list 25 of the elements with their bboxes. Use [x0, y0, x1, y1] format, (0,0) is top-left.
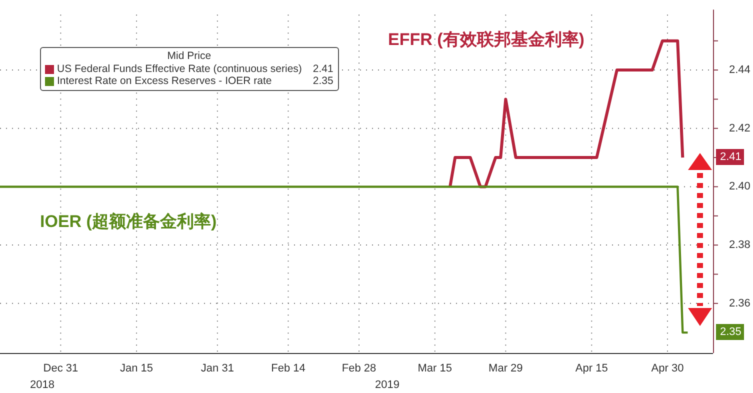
- y-tick-label: 2.36: [729, 297, 750, 310]
- y-tick-label: 2.42: [729, 122, 750, 134]
- x-tick-label: Dec 31: [43, 362, 78, 375]
- annotation: IOER (超额准备金利率): [40, 211, 217, 233]
- annotation: 2.35: [312, 75, 334, 87]
- legend-label: US Federal Funds Effective Rate (continuous series): [57, 63, 302, 75]
- text: 2019: [375, 379, 400, 391]
- legend-label: Interest Rate on Excess Reserves - IOER rate: [57, 75, 272, 87]
- x-tick-label: Apr 15: [575, 362, 608, 375]
- x-tick-label: Jan 15: [120, 362, 154, 375]
- x-tick-label: Mar 29: [488, 362, 523, 375]
- text: 2018: [30, 379, 54, 391]
- x-tick-label: Feb 14: [271, 362, 306, 375]
- y-tick-label: 2.40: [729, 180, 750, 193]
- text: 2.41: [716, 148, 744, 165]
- x-tick-label: Feb 28: [342, 362, 376, 375]
- annotation: 2.41: [312, 63, 334, 75]
- legend-title: Mid Price: [166, 50, 212, 62]
- text: 2.35: [716, 324, 744, 340]
- x-tick-label: Mar 15: [418, 362, 452, 375]
- x-tick-label: Apr 30: [651, 362, 684, 375]
- y-tick-label: 2.38: [729, 239, 750, 252]
- annotation: EFFR (有效联邦基金利率): [388, 29, 584, 51]
- y-tick-label: 2.44: [729, 64, 750, 76]
- x-tick-label: Jan 31: [200, 362, 234, 375]
